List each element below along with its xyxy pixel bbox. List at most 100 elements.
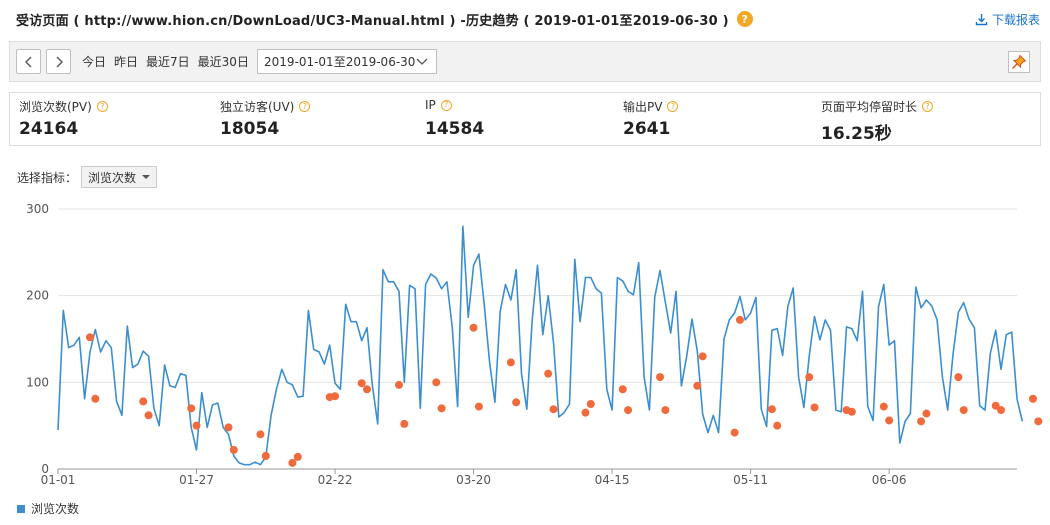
metric-value: 2641 xyxy=(623,119,671,139)
range-today[interactable]: 今日 xyxy=(82,55,107,69)
data-point xyxy=(1028,394,1037,403)
data-point xyxy=(730,428,739,437)
data-point xyxy=(847,407,856,416)
metric-label: 独立访客(UV) xyxy=(220,100,295,114)
chevron-left-icon xyxy=(24,56,31,67)
help-icon[interactable]: ? xyxy=(736,11,753,27)
data-point xyxy=(288,458,297,467)
x-tick-label: 05-11 xyxy=(733,473,768,487)
caret-down-icon xyxy=(142,175,151,179)
data-point xyxy=(661,406,670,415)
y-tick-label: 100 xyxy=(26,375,49,389)
x-tick-label: 01-27 xyxy=(179,473,214,487)
page-title: 受访页面 ( http://www.hion.cn/DownLoad/UC3-M… xyxy=(16,13,729,29)
data-point xyxy=(394,380,403,389)
data-point xyxy=(139,397,148,406)
data-point xyxy=(549,405,558,414)
title-bar: 受访页面 ( http://www.hion.cn/DownLoad/UC3-M… xyxy=(16,8,1040,30)
chevron-right-icon xyxy=(56,56,63,67)
range-last-30-days[interactable]: 最近30日 xyxy=(197,55,249,69)
download-label: 下载报表 xyxy=(991,13,1040,27)
metrics-panel: 浏览次数(PV)? 24164 独立访客(UV)? 18054 IP? 1458… xyxy=(9,92,1041,146)
data-point xyxy=(1034,417,1043,426)
data-point xyxy=(506,358,515,367)
download-icon xyxy=(975,14,988,26)
metric-value: 14584 xyxy=(425,119,485,139)
data-point xyxy=(954,373,963,382)
date-range-picker[interactable]: 2019-01-01至2019-06-30 xyxy=(256,49,437,74)
metric-value: 24164 xyxy=(19,119,79,139)
data-point xyxy=(922,409,931,418)
range-last-7-days[interactable]: 最近7日 xyxy=(146,55,190,69)
metric-value: 18054 xyxy=(220,119,280,139)
data-point xyxy=(437,404,446,413)
metric-dropdown-value: 浏览次数 xyxy=(88,170,137,185)
help-icon[interactable]: ? xyxy=(922,101,934,112)
data-point xyxy=(256,430,265,439)
data-point xyxy=(229,445,238,454)
data-point xyxy=(698,352,707,361)
data-point xyxy=(293,452,302,461)
help-icon[interactable]: ? xyxy=(440,99,452,111)
toolbar: 今日 昨日 最近7日 最近30日 2019-01-01至2019-06-30 xyxy=(9,41,1041,82)
help-icon[interactable]: ? xyxy=(667,101,679,112)
data-point xyxy=(432,378,441,387)
x-tick-label: 06-06 xyxy=(872,473,907,487)
download-report-link[interactable]: 下载报表 xyxy=(975,11,1040,28)
data-point xyxy=(656,373,665,382)
legend-label: 浏览次数 xyxy=(31,502,80,516)
x-tick-label: 04-15 xyxy=(595,473,630,487)
x-tick-label: 01-01 xyxy=(41,473,76,487)
data-point xyxy=(773,421,782,430)
data-point xyxy=(917,417,926,426)
data-point xyxy=(144,411,153,420)
pin-button[interactable] xyxy=(1008,51,1030,73)
data-point xyxy=(586,400,595,408)
data-point xyxy=(805,373,814,382)
selector-label: 选择指标： xyxy=(17,170,78,185)
data-point xyxy=(331,392,340,401)
date-range-value: 2019-01-01至2019-06-30 xyxy=(263,55,416,69)
metric-dropdown[interactable]: 浏览次数 xyxy=(81,166,158,188)
chart-legend: 浏览次数 xyxy=(17,500,79,517)
data-point xyxy=(261,452,270,460)
x-tick-label: 03-20 xyxy=(456,473,491,487)
metric-value: 16.25秒 xyxy=(821,124,892,144)
metric-label: 输出PV xyxy=(623,100,663,114)
data-point xyxy=(735,315,744,324)
series-line xyxy=(57,225,1024,466)
y-tick-label: 300 xyxy=(26,202,49,216)
trend-chart: 0 100 200 300 01-01 01-27 02-22 03-20 04-15 05-11… xyxy=(26,202,1043,487)
data-point xyxy=(363,385,372,394)
next-period-button[interactable] xyxy=(46,49,71,74)
data-point xyxy=(885,416,894,425)
range-yesterday[interactable]: 昨日 xyxy=(114,55,139,69)
metric-label: IP xyxy=(425,98,436,112)
help-icon[interactable]: ? xyxy=(96,101,108,112)
prev-period-button[interactable] xyxy=(16,49,41,74)
data-point xyxy=(879,402,888,411)
data-point xyxy=(469,323,478,332)
data-point xyxy=(810,403,819,412)
data-point xyxy=(624,406,633,415)
data-point xyxy=(581,408,590,417)
pin-icon xyxy=(1011,54,1027,70)
data-point xyxy=(474,402,483,411)
data-point xyxy=(997,406,1006,415)
x-tick-label: 02-22 xyxy=(318,473,353,487)
y-tick-label: 200 xyxy=(26,289,49,303)
chevron-down-icon xyxy=(416,58,428,65)
data-point xyxy=(512,398,521,407)
data-point xyxy=(357,379,366,388)
data-point xyxy=(618,385,627,394)
data-point xyxy=(400,419,409,428)
metric-label: 页面平均停留时长 xyxy=(821,100,918,114)
help-icon[interactable]: ? xyxy=(299,101,311,112)
data-point xyxy=(187,404,196,413)
y-tick-label: 0 xyxy=(41,462,49,476)
data-point xyxy=(91,394,100,403)
data-point xyxy=(224,423,233,432)
data-point xyxy=(544,369,553,378)
data-point xyxy=(959,406,968,415)
data-point xyxy=(991,401,1000,410)
